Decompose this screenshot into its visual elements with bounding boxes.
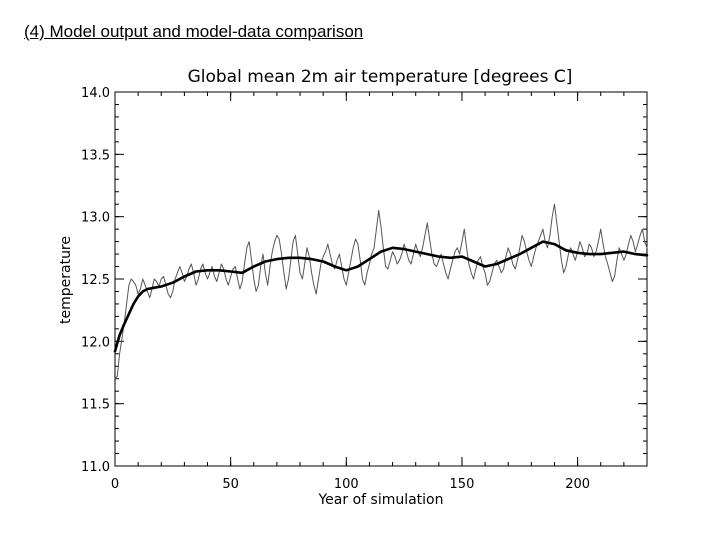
y-tick-label: 12.0 — [81, 335, 110, 350]
y-tick-label: 12.5 — [81, 273, 110, 288]
y-tick-label: 11.5 — [81, 398, 110, 413]
slide-title: (4) Model output and model-data comparis… — [24, 22, 364, 41]
series-group — [113, 203, 649, 380]
x-tick-label: 0 — [111, 477, 119, 492]
x-tick-label: 150 — [450, 477, 475, 492]
x-tick-label: 50 — [222, 477, 239, 492]
y-tick-label: 13.5 — [81, 148, 110, 163]
x-tick-label: 100 — [334, 477, 359, 492]
smoothed-temperature-line — [113, 240, 649, 353]
y-tick-label: 14.0 — [81, 86, 110, 101]
annual-temperature-line — [114, 203, 648, 380]
axis-ticks: 11.0 11.5 12.0 12.5 13.0 13.5 14.0 0 50 100 150 200 — [81, 86, 648, 492]
chart-title: Global mean 2m air temperature [degrees … — [188, 67, 573, 87]
x-axis-label: Year of simulation — [317, 492, 443, 508]
y-tick-label: 11.0 — [81, 460, 110, 475]
x-tick-label: 200 — [565, 477, 590, 492]
y-tick-label: 13.0 — [81, 211, 110, 226]
y-axis-label: temperature — [58, 236, 74, 324]
